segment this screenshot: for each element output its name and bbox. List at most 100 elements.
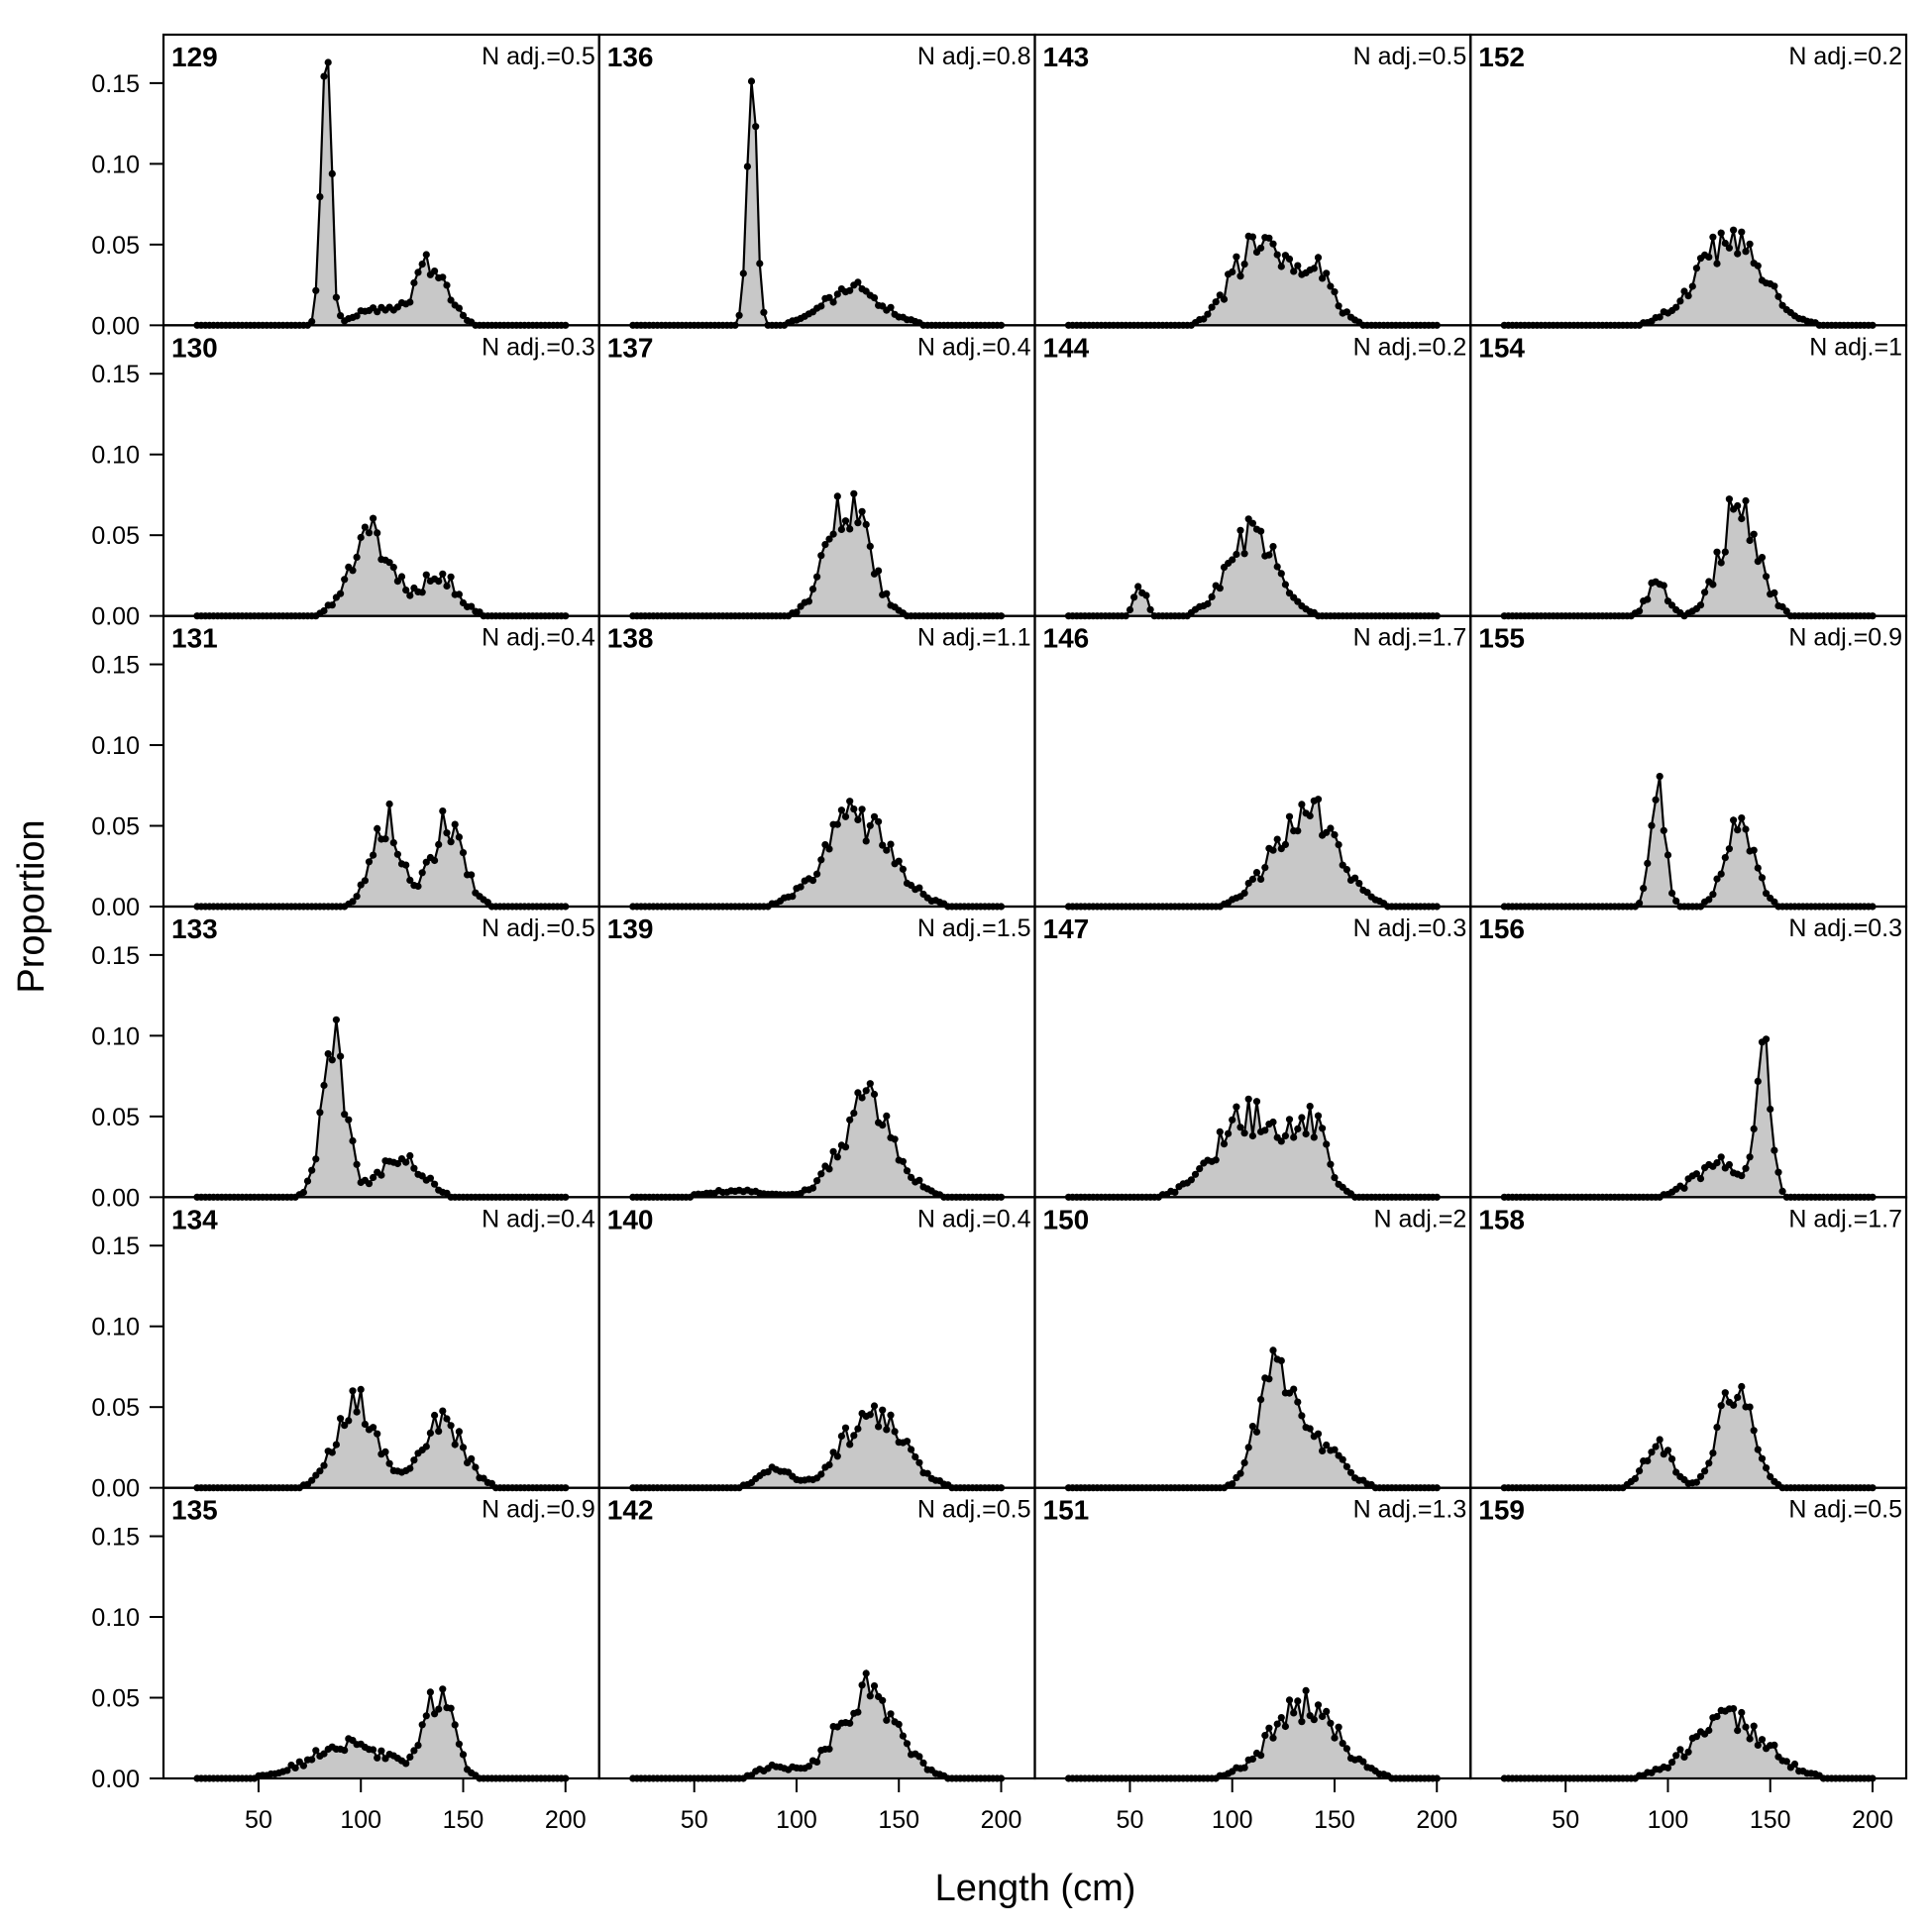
data-point [1252, 869, 1261, 877]
data-point [875, 1423, 883, 1431]
data-point [1705, 1726, 1713, 1735]
data-point [345, 1116, 353, 1124]
series-line [1504, 776, 1873, 909]
x-tick-label: 100 [1212, 1806, 1253, 1834]
data-point [422, 858, 430, 866]
y-tick-label: 0.10 [91, 151, 140, 178]
data-point [439, 570, 447, 578]
data-point [374, 529, 381, 537]
n-adj-label: N adj.=0.3 [482, 333, 595, 361]
x-tick-label: 200 [981, 1806, 1022, 1834]
data-point [1717, 1153, 1725, 1161]
data-point [1273, 1720, 1281, 1728]
data-point [858, 805, 866, 813]
n-adj-label: N adj.=0.5 [1788, 1496, 1902, 1524]
data-point [1327, 1719, 1335, 1727]
data-point [1738, 1708, 1746, 1717]
data-point [1323, 269, 1331, 277]
panel-140: 140 N adj.=0.4 [597, 1196, 1036, 1492]
data-point [1273, 563, 1281, 571]
data-point [455, 1428, 463, 1436]
data-point [805, 597, 813, 605]
panel-border [161, 1486, 600, 1780]
data-point [377, 1171, 385, 1179]
panel-border [597, 905, 1036, 1199]
data-point [879, 1406, 887, 1414]
data-point [879, 841, 887, 849]
data-point [365, 529, 374, 537]
panel-id-label: 131 [171, 623, 218, 654]
data-point [1717, 870, 1725, 878]
y-tick-label: 0.05 [91, 813, 140, 841]
data-point [385, 800, 393, 808]
n-adj-label: N adj.=0.2 [1788, 43, 1902, 70]
data-point [1701, 1467, 1709, 1475]
data-point [353, 553, 361, 562]
panel-151: 151 N adj.=1.3 [1033, 1486, 1472, 1782]
area-fill [197, 1020, 566, 1198]
data-point [1668, 601, 1676, 609]
panel-id-label: 135 [171, 1495, 218, 1526]
data-point [439, 1685, 447, 1693]
area-fill [1504, 1038, 1873, 1198]
data-point [1696, 1472, 1705, 1480]
data-point [357, 533, 365, 542]
data-point [418, 261, 426, 268]
data-point [1240, 261, 1248, 268]
data-point [1290, 1709, 1298, 1717]
data-point [879, 1696, 887, 1704]
panel-border [1469, 614, 1908, 909]
data-point [1713, 1159, 1721, 1167]
data-point [312, 1747, 320, 1755]
data-point [866, 1411, 874, 1419]
panel-129: 129 N adj.=0.5 [161, 33, 600, 329]
data-point [1187, 1176, 1195, 1184]
area-fill [1068, 799, 1438, 907]
x-tick-label: 150 [878, 1806, 919, 1834]
data-point [1248, 875, 1256, 884]
data-point [1713, 1712, 1721, 1721]
y-tick-label: 0.00 [91, 1766, 140, 1793]
y-tick-label: 0.10 [91, 732, 140, 760]
data-point [846, 1719, 854, 1727]
data-point [833, 1153, 841, 1161]
data-point [337, 312, 345, 320]
panel-id-label: 150 [1043, 1204, 1090, 1234]
x-tick-label: 50 [1552, 1806, 1579, 1834]
data-point [1672, 303, 1680, 311]
data-point [870, 1682, 879, 1690]
series-line [1504, 1382, 1873, 1489]
data-point [1684, 1748, 1692, 1756]
data-point [374, 1754, 381, 1762]
panel-146: 146 N adj.=1.7 [1033, 614, 1472, 911]
data-point [1696, 601, 1705, 609]
area-fill [632, 81, 1002, 326]
data-point [887, 1411, 895, 1419]
area-fill [1068, 1690, 1438, 1778]
data-point [1709, 233, 1717, 241]
data-point [1298, 1718, 1306, 1726]
area-fill [632, 493, 1002, 616]
data-point [1742, 1164, 1750, 1172]
data-point [899, 1157, 908, 1165]
data-point [1730, 226, 1738, 234]
data-point [402, 1760, 410, 1768]
n-adj-label: N adj.=1.1 [917, 624, 1031, 652]
data-point [328, 601, 336, 609]
data-point [1692, 265, 1700, 272]
data-point [891, 1135, 899, 1143]
data-point [808, 586, 817, 593]
data-point [829, 1147, 837, 1155]
data-point [1717, 1402, 1725, 1410]
data-point [841, 812, 850, 820]
data-point [808, 1184, 817, 1192]
data-point [455, 304, 463, 312]
data-point [1244, 1444, 1252, 1451]
data-point [1790, 1760, 1799, 1769]
data-point [1763, 1464, 1771, 1472]
y-tick-label: 0.05 [91, 1394, 140, 1422]
data-point [1774, 1168, 1782, 1176]
data-point [1771, 1741, 1778, 1749]
data-point [850, 489, 858, 497]
data-point [353, 893, 361, 901]
